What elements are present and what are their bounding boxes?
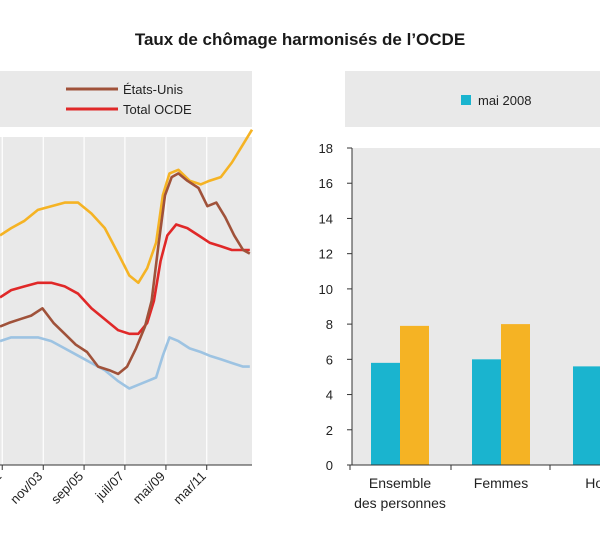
left-panel: États-Unis Total OCDE 2 nov/03 sep/05 juil/… (0, 71, 254, 507)
right-x-label: des personnes (354, 495, 446, 511)
right-y-tick-label: 16 (319, 176, 333, 191)
left-x-tick-label: mar/11 (170, 469, 209, 508)
right-y-tick-label: 10 (319, 282, 333, 297)
series-line-0 (0, 172, 251, 376)
bar-0-1 (472, 359, 501, 465)
right-y-ticks: 0 2 4 6 8 10 12 14 16 18 (319, 141, 352, 473)
bar-0-0 (371, 362, 400, 465)
left-legend-bg (0, 71, 252, 127)
right-x-label: Ensemble (369, 475, 431, 491)
right-y-tick-label: 14 (319, 211, 333, 226)
right-panel: mai 2008 0 2 4 6 8 10 12 14 16 18 Ensemble des per… (319, 71, 600, 511)
right-y-tick-label: 2 (326, 423, 333, 438)
left-x-tick-label: sep/05 (48, 469, 86, 507)
legend-label-may2008: mai 2008 (478, 93, 531, 108)
right-bars (371, 324, 600, 465)
left-x-tick-label: 2 (0, 469, 4, 485)
left-series-lines (0, 129, 254, 390)
right-x-label: Hom (585, 475, 600, 491)
right-y-tick-label: 0 (326, 458, 333, 473)
right-y-tick-label: 18 (319, 141, 333, 156)
left-x-tick-label: juil/07 (92, 469, 127, 504)
right-x-label: Femmes (474, 475, 528, 491)
series-line-2 (0, 129, 254, 285)
bar-1-1 (501, 324, 530, 465)
chart-title: Taux de chômage harmonisés de l’OCDE (134, 30, 466, 49)
right-y-tick-label: 8 (326, 317, 333, 332)
bar-1-0 (400, 325, 429, 465)
left-x-ticks: 2 nov/03 sep/05 juil/07 mai/09 mar/11 (0, 465, 209, 507)
right-y-tick-label: 12 (319, 247, 333, 262)
right-y-tick-label: 6 (326, 352, 333, 367)
left-x-tick-label: nov/03 (7, 469, 45, 507)
left-plot-bg (0, 137, 252, 465)
right-x-labels: Ensemble des personnes Femmes Hom (349, 465, 600, 511)
bar-0-2 (573, 366, 600, 465)
series-line-3 (0, 336, 250, 390)
legend-label-us: États-Unis (123, 82, 183, 97)
right-y-tick-label: 4 (326, 388, 333, 403)
legend-label-oecd: Total OCDE (123, 102, 192, 117)
left-x-tick-label: mai/09 (130, 469, 168, 507)
legend-swatch-may2008 (461, 95, 471, 105)
right-legend-bg (345, 71, 600, 127)
series-line-1 (0, 223, 250, 336)
